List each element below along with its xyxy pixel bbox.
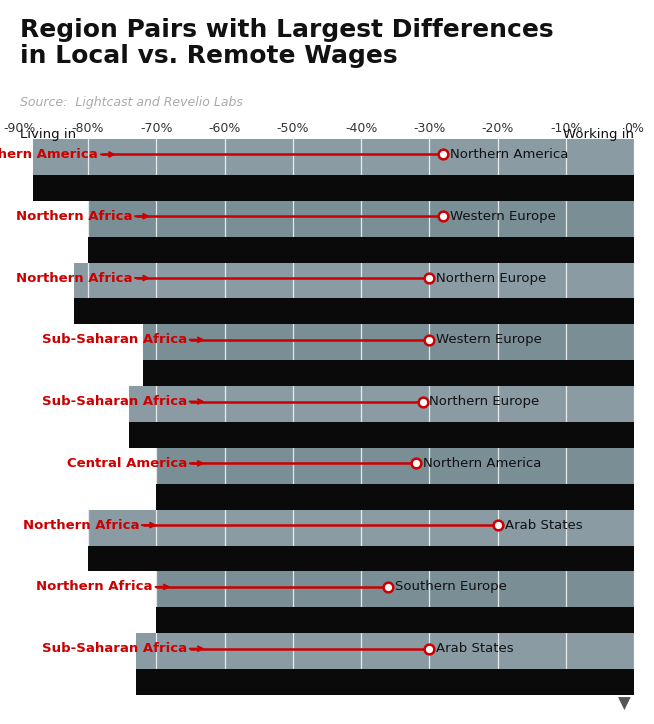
Bar bbox=[20, 448, 634, 510]
Text: Northern Africa: Northern Africa bbox=[16, 210, 132, 223]
Bar bbox=[20, 263, 634, 324]
Text: Sub-Saharan Africa: Sub-Saharan Africa bbox=[42, 333, 187, 346]
Text: Northern Europe: Northern Europe bbox=[430, 395, 540, 408]
Text: Northern Africa: Northern Africa bbox=[23, 518, 139, 531]
Text: Southern Europe: Southern Europe bbox=[395, 581, 508, 594]
Bar bbox=[88, 237, 634, 263]
Text: Sub-Saharan Africa: Sub-Saharan Africa bbox=[42, 395, 187, 408]
Bar bbox=[20, 634, 634, 695]
Bar bbox=[20, 201, 88, 263]
Text: Northern Africa: Northern Africa bbox=[16, 272, 132, 285]
Text: Northern Africa: Northern Africa bbox=[37, 581, 153, 594]
Text: Northern America: Northern America bbox=[422, 457, 541, 470]
Bar bbox=[136, 669, 634, 695]
Bar bbox=[129, 422, 634, 448]
Text: Western Europe: Western Europe bbox=[450, 210, 556, 223]
Bar bbox=[20, 571, 156, 634]
Bar bbox=[20, 386, 129, 448]
Text: Northern Europe: Northern Europe bbox=[436, 272, 547, 285]
Text: Arab States: Arab States bbox=[505, 518, 582, 531]
Bar bbox=[20, 510, 88, 571]
Text: Region Pairs with Largest Differences
in Local vs. Remote Wages: Region Pairs with Largest Differences in… bbox=[20, 18, 553, 68]
Text: Sub-Saharan Africa: Sub-Saharan Africa bbox=[42, 642, 187, 655]
Bar bbox=[20, 139, 33, 201]
Bar bbox=[143, 360, 634, 386]
Bar bbox=[20, 324, 634, 386]
Bar bbox=[20, 510, 634, 571]
Bar bbox=[88, 545, 634, 571]
Text: Northern America: Northern America bbox=[450, 148, 568, 161]
Text: Arab States: Arab States bbox=[436, 642, 514, 655]
Bar bbox=[20, 324, 143, 386]
Bar bbox=[156, 607, 634, 634]
Bar bbox=[156, 484, 634, 510]
Bar bbox=[20, 139, 634, 201]
Text: Working in: Working in bbox=[563, 128, 634, 141]
Bar bbox=[20, 448, 156, 510]
Text: Source:  Lightcast and Revelio Labs: Source: Lightcast and Revelio Labs bbox=[20, 96, 243, 109]
Text: Southern America: Southern America bbox=[0, 148, 98, 161]
Text: Western Europe: Western Europe bbox=[436, 333, 542, 346]
Text: Living in: Living in bbox=[20, 128, 76, 141]
Bar bbox=[20, 634, 136, 695]
Bar bbox=[75, 298, 634, 324]
Bar bbox=[20, 201, 634, 263]
Bar bbox=[33, 174, 634, 201]
Bar bbox=[20, 571, 634, 634]
Bar bbox=[20, 263, 75, 324]
Text: Central America: Central America bbox=[67, 457, 187, 470]
Bar bbox=[20, 386, 634, 448]
Text: ▼: ▼ bbox=[619, 695, 631, 713]
